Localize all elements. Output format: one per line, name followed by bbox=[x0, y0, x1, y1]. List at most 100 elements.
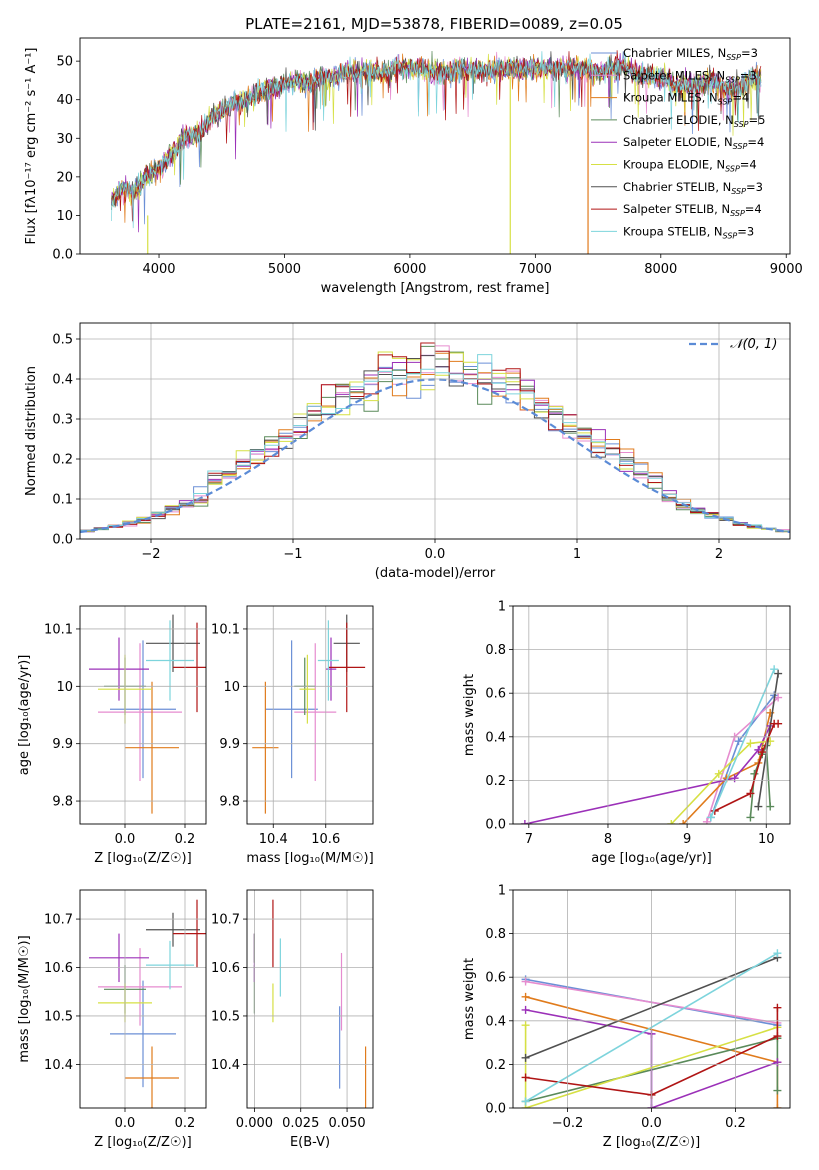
x-tick-label: −2 bbox=[141, 547, 160, 562]
y-tick-label: 30 bbox=[56, 132, 73, 147]
errorbar-salpeter-miles bbox=[98, 948, 182, 1026]
y-tick-label: 0.0 bbox=[485, 1102, 506, 1117]
y-tick-label: 0.4 bbox=[485, 1014, 506, 1029]
y-tick-label: 50 bbox=[56, 55, 73, 70]
errorbar-salpeter-elodie bbox=[325, 637, 337, 701]
panel-mass-weight-vs-age: 7 8 9 10 0.0 0.2 0.4 0.6 0.8 1 age [log₁₀(age/yr)]… bbox=[462, 600, 791, 866]
weight-series-kroupa-stelib bbox=[706, 665, 779, 822]
plot-area bbox=[111, 50, 762, 254]
x-tick-label: 7 bbox=[525, 832, 533, 847]
x-tick-label: 10 bbox=[758, 832, 775, 847]
weight-marker bbox=[773, 1104, 782, 1108]
y-tick-label: 40 bbox=[56, 93, 73, 108]
x-tick-label: 9 bbox=[683, 832, 691, 847]
weight-line bbox=[525, 1007, 779, 1096]
weight-series-salpeter-elodie bbox=[520, 721, 775, 824]
errorbar-kroupa-miles bbox=[125, 681, 179, 814]
y-tick-label: 9.8 bbox=[219, 795, 240, 810]
errorbar-kroupa-stelib bbox=[146, 940, 194, 990]
y-tick-label: 10.5 bbox=[211, 1009, 240, 1024]
y-tick-label: 1 bbox=[498, 600, 506, 615]
legend-entry: Chabrier ELODIE, NSSP=5 bbox=[623, 113, 765, 129]
y-tick-label: 0.3 bbox=[52, 413, 73, 428]
y-tick-label: 0.4 bbox=[485, 730, 506, 745]
weight-marker bbox=[667, 820, 676, 824]
x-tick-label: −1 bbox=[283, 547, 302, 562]
y-tick-label: 10.4 bbox=[211, 1058, 240, 1073]
weight-marker bbox=[773, 1003, 782, 1012]
weight-series-kroupa-miles bbox=[679, 708, 775, 824]
x-tick-label: 0.0 bbox=[641, 1116, 662, 1131]
y-tick-label: 10 bbox=[56, 680, 73, 695]
x-tick-label: 10.6 bbox=[311, 832, 340, 847]
plot-area bbox=[89, 614, 206, 814]
weight-marker bbox=[702, 817, 711, 824]
axes-frame bbox=[246, 889, 374, 1109]
weight-series-chabrier-stelib bbox=[754, 669, 783, 811]
errorbar-salpeter-elodie bbox=[89, 933, 149, 983]
weight-marker bbox=[521, 1097, 530, 1106]
panel-age-vs-mass: 10.4 10.6 9.8 9.9 10 10.1 mass [log₁₀(M/M☉)] bbox=[211, 605, 374, 866]
errorbar-chabrier-miles bbox=[110, 640, 176, 779]
x-tick-label: 8000 bbox=[644, 262, 677, 277]
legend-entry: Kroupa STELIB, NSSP=3 bbox=[623, 224, 754, 240]
x-axis-label: mass [log₁₀(M/M☉)] bbox=[246, 851, 373, 866]
legend: Chabrier MILES, NSSP=3 Salpeter MILES, NS… bbox=[591, 46, 765, 240]
weight-marker bbox=[773, 1032, 782, 1041]
weight-marker bbox=[679, 820, 688, 824]
y-tick-label: 0.6 bbox=[485, 971, 506, 986]
weight-marker bbox=[766, 802, 775, 811]
x-tick-label: 8 bbox=[604, 832, 612, 847]
y-tick-label: 0.2 bbox=[52, 453, 73, 468]
y-axis-label: mass weight bbox=[462, 674, 477, 756]
weight-marker bbox=[750, 769, 759, 778]
axes-frame bbox=[246, 605, 374, 825]
weight-marker bbox=[770, 665, 779, 674]
weight-marker bbox=[758, 748, 767, 757]
x-tick-label: 10.4 bbox=[259, 832, 288, 847]
weight-line bbox=[524, 1025, 778, 1108]
errorbar-chabrier-miles bbox=[110, 980, 176, 1088]
y-tick-label: 9.8 bbox=[52, 795, 73, 810]
y-tick-label: 10.7 bbox=[44, 913, 73, 928]
x-tick-label: 6000 bbox=[393, 262, 426, 277]
weight-line bbox=[710, 694, 775, 818]
x-tick-label: 2 bbox=[715, 547, 723, 562]
errorbar-chabrier-miles bbox=[265, 640, 318, 779]
panel-age-vs-Z: 0.0 0.2 9.8 9.9 10 10.1 Z [log₁₀(Z/Z☉)] age [lo… bbox=[17, 605, 207, 866]
weight-marker bbox=[746, 813, 755, 822]
panel-mass-vs-EBV: 0.000 0.025 0.050 10.4 10.5 10.6 10.7 E(B-V) bbox=[211, 889, 374, 1150]
legend-entry: Kroupa MILES, NSSP=4 bbox=[623, 91, 749, 107]
y-tick-label: 0.6 bbox=[485, 687, 506, 702]
weight-marker bbox=[714, 769, 723, 778]
y-tick-label: 10 bbox=[56, 209, 73, 224]
errorbar-kroupa-miles bbox=[125, 1046, 179, 1108]
axes-frame bbox=[79, 889, 207, 1109]
weight-marker bbox=[521, 1073, 530, 1082]
y-tick-label: 0.2 bbox=[485, 774, 506, 789]
legend-entry: Salpeter MILES, NSSP=3 bbox=[623, 68, 757, 84]
plot-area bbox=[252, 614, 366, 814]
y-axis-label: mass weight bbox=[462, 958, 477, 1040]
y-tick-label: 10.4 bbox=[44, 1058, 73, 1073]
y-tick-label: 10 bbox=[223, 680, 240, 695]
legend-entry: Chabrier MILES, NSSP=3 bbox=[623, 46, 758, 62]
x-tick-label: 0.0 bbox=[115, 832, 136, 847]
weight-line bbox=[710, 668, 775, 818]
weight-marker bbox=[706, 813, 715, 822]
plot-area bbox=[253, 899, 367, 1108]
weight-marker bbox=[773, 1086, 782, 1095]
weight-marker bbox=[521, 992, 530, 1001]
y-tick-label: 1 bbox=[498, 884, 506, 899]
weight-marker bbox=[773, 1058, 782, 1067]
y-tick-label: 20 bbox=[56, 170, 73, 185]
y-tick-label: 0.8 bbox=[485, 927, 506, 942]
axes-frame bbox=[512, 605, 791, 825]
weight-marker bbox=[746, 739, 755, 748]
y-axis-label: Flux [fλ10⁻¹⁷ erg cm⁻² s⁻¹ A⁻¹] bbox=[24, 48, 39, 245]
weight-marker bbox=[521, 1053, 530, 1062]
weight-line bbox=[670, 740, 771, 824]
axes-frame bbox=[79, 322, 791, 540]
axes-frame bbox=[79, 605, 207, 825]
